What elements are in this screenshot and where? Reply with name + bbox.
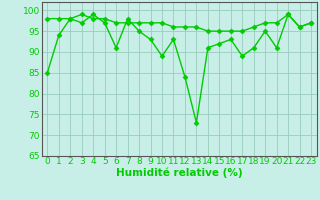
X-axis label: Humidité relative (%): Humidité relative (%) [116, 168, 243, 178]
